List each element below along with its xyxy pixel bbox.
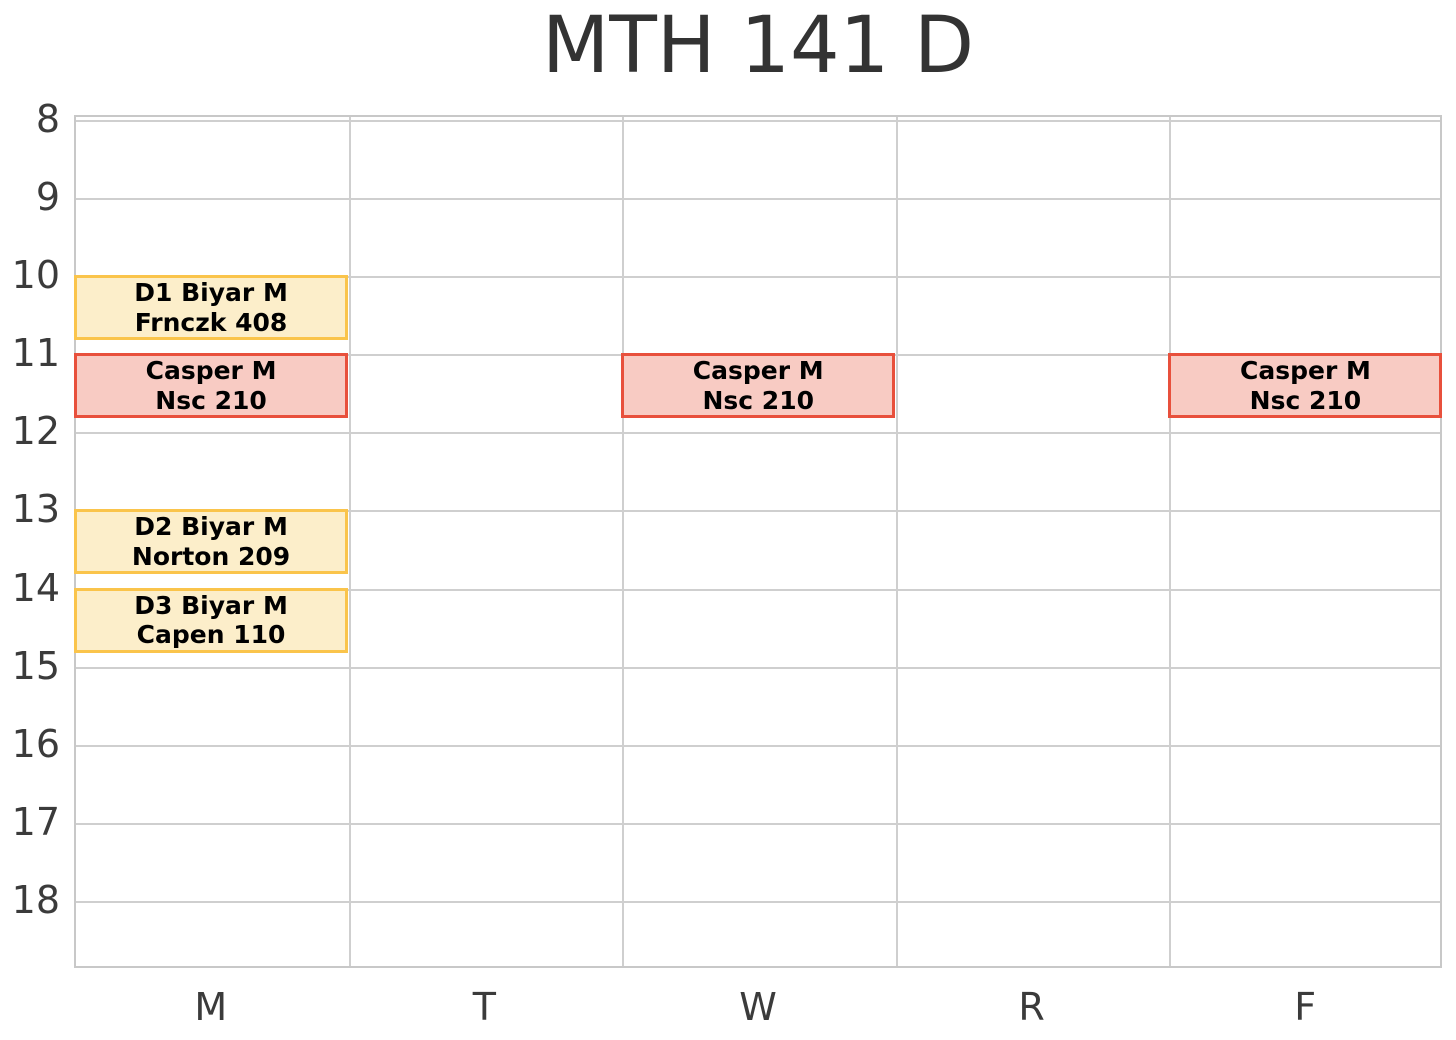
day-gridline	[895, 117, 898, 966]
day-gridline	[1169, 117, 1172, 966]
x-tick-label-day: F	[1294, 985, 1317, 1029]
hour-gridline	[76, 198, 1440, 200]
y-tick-label: 8	[35, 96, 60, 141]
event-room-label: Frnczk 408	[134, 307, 288, 337]
hour-gridline	[76, 276, 1440, 279]
y-tick-label: 10	[11, 253, 60, 298]
event-block: D3 Biyar M Capen 110	[74, 587, 349, 653]
event-block: Casper M Nsc 210	[621, 353, 896, 419]
x-tick-label-day: M	[194, 985, 228, 1029]
y-tick-label: 9	[35, 175, 60, 219]
hour-gridline	[76, 666, 1440, 669]
hour-gridline	[76, 744, 1440, 747]
y-tick-label: 14	[11, 565, 60, 610]
event-block: D2 Biyar M Norton 209	[74, 509, 349, 575]
y-tick-label: 12	[11, 409, 60, 454]
event-block: Casper M Nsc 210	[74, 353, 349, 419]
day-gridline	[622, 117, 625, 966]
x-tick-label-day: R	[1018, 985, 1045, 1029]
hour-gridline	[76, 822, 1440, 825]
y-tick-label: 11	[11, 331, 60, 376]
event-block: D1 Biyar M Frnczk 408	[74, 275, 349, 341]
y-tick-label: 17	[11, 799, 60, 844]
event-room-label: Nsc 210	[702, 385, 814, 415]
event-room-label: Nsc 210	[1249, 385, 1362, 415]
event-room-label: Capen 110	[136, 620, 286, 650]
y-tick-label: 13	[11, 487, 60, 532]
event-block: Casper M Nsc 210	[1168, 353, 1443, 419]
event-room-label: Nsc 210	[155, 385, 267, 415]
chart-title: MTH 141 D	[541, 1, 975, 91]
event-course-label: Casper M	[1240, 356, 1371, 386]
event-course-label: Casper M	[145, 356, 277, 386]
x-tick-label-day: T	[472, 985, 496, 1029]
event-course-label: D1 Biyar M	[134, 278, 288, 308]
y-tick-label: 15	[11, 643, 60, 688]
event-course-label: D2 Biyar M	[134, 512, 288, 542]
day-gridline	[348, 117, 351, 966]
y-tick-label: 16	[11, 721, 60, 766]
hour-gridline	[76, 588, 1440, 591]
x-tick-label-day: W	[739, 985, 777, 1029]
event-course-label: Casper M	[692, 356, 824, 386]
hour-gridline	[76, 900, 1440, 903]
hour-gridline	[76, 119, 1440, 122]
hour-gridline	[76, 510, 1440, 513]
event-course-label: D3 Biyar M	[134, 590, 288, 620]
hour-gridline	[76, 432, 1440, 435]
event-room-label: Norton 209	[131, 541, 291, 571]
y-tick-label: 18	[11, 877, 60, 922]
